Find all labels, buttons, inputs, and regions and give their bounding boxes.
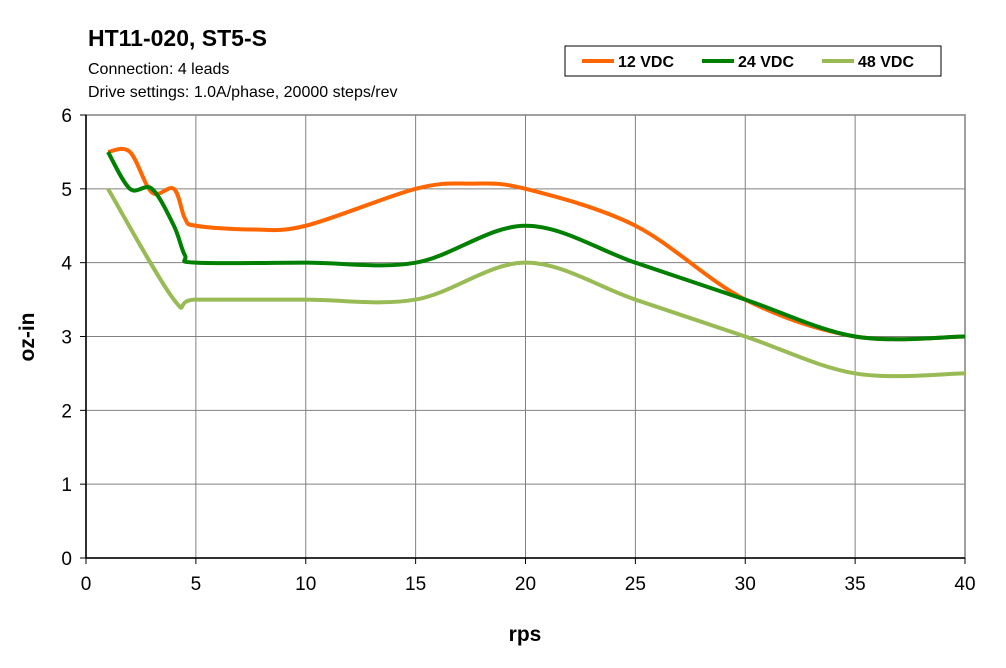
y-axis-label: oz-in — [16, 313, 39, 362]
legend-box — [564, 45, 942, 77]
x-tick-label: 20 — [515, 574, 536, 595]
y-tick-label: 4 — [61, 254, 72, 275]
axes: 0 5 10 15 20 25 30 35 40 0 1 2 3 4 5 6 — [61, 106, 975, 595]
chart-subtitle-1: Connection: 4 leads — [88, 61, 229, 78]
y-tick-label: 3 — [61, 328, 72, 349]
legend-label: 24 VDC — [738, 54, 794, 71]
y-tick-label: 1 — [61, 475, 72, 496]
series-line-12-vdc — [107, 146, 966, 342]
x-tick-label: 15 — [405, 574, 426, 595]
legend: 12 VDC 24 VDC 48 VDC — [564, 45, 942, 77]
grid — [85, 114, 966, 559]
x-tick-label: 10 — [295, 574, 316, 595]
x-tick-label: 0 — [81, 574, 92, 595]
y-tick-label: 2 — [61, 401, 72, 422]
legend-label: 48 VDC — [858, 54, 914, 71]
series-line-24-vdc — [106, 150, 966, 342]
series-lines — [106, 146, 966, 379]
x-tick-label: 35 — [845, 574, 866, 595]
x-tick-label: 25 — [625, 574, 646, 595]
y-tick-label: 5 — [61, 180, 72, 201]
chart-title: HT11-020, ST5-S — [88, 25, 267, 51]
x-tick-label: 30 — [735, 574, 756, 595]
chart-subtitle-2: Drive settings: 1.0A/phase, 20000 steps/… — [88, 84, 398, 101]
y-tick-label: 0 — [61, 549, 72, 570]
legend-label: 12 VDC — [618, 54, 674, 71]
x-tick-label: 5 — [191, 574, 202, 595]
series-line-48-vdc — [106, 187, 966, 379]
x-axis-label: rps — [509, 623, 542, 646]
y-tick-label: 6 — [61, 106, 72, 127]
x-tick-label: 40 — [954, 574, 975, 595]
